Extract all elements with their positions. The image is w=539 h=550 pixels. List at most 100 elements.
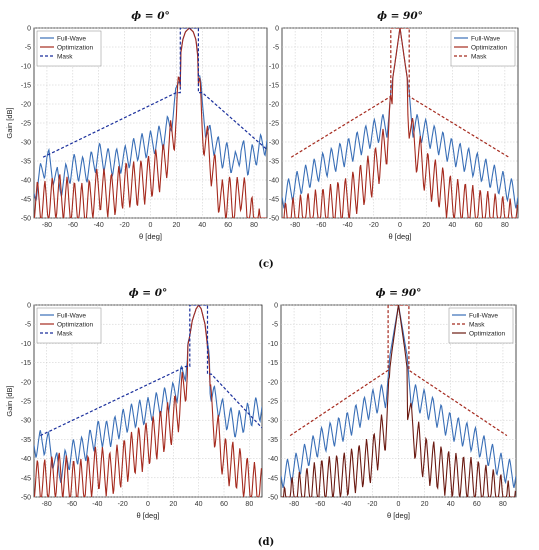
- x-tick-label: 40: [195, 501, 203, 508]
- y-tick-label: -45: [21, 197, 31, 204]
- y-tick-label: -40: [269, 178, 279, 185]
- y-tick-label: -40: [268, 456, 278, 463]
- legend-label: Mask: [469, 321, 485, 328]
- x-tick-label: -40: [342, 222, 352, 229]
- x-tick-label: -60: [67, 501, 77, 508]
- y-tick-label: 0: [27, 303, 31, 310]
- x-tick-label: 40: [447, 501, 455, 508]
- panel-label-d: (d): [258, 537, 274, 548]
- y-tick-label: -20: [268, 379, 278, 386]
- legend-box: [36, 30, 102, 67]
- series-line-mask: [290, 28, 510, 158]
- x-tick-label: -20: [120, 222, 130, 229]
- x-axis-label: θ [deg]: [137, 511, 160, 520]
- legend-label: Optimization: [469, 330, 506, 337]
- y-tick-label: -5: [25, 45, 31, 52]
- y-tick-label: -40: [21, 456, 31, 463]
- series-line-optimization: [281, 305, 516, 497]
- y-tick-label: -45: [268, 475, 278, 482]
- y-tick-label: -50: [21, 495, 31, 502]
- y-tick-label: -35: [269, 159, 279, 166]
- y-tick-label: -35: [21, 159, 31, 166]
- x-tick-label: 60: [475, 222, 483, 229]
- legend-label: Mask: [471, 53, 487, 60]
- legend-label: Optimization: [471, 44, 508, 51]
- series-line-optimization: [34, 28, 267, 218]
- x-tick-label: 40: [449, 222, 457, 229]
- panel-label-c: (c): [258, 259, 274, 270]
- legend-label: Full-Wave: [469, 312, 498, 319]
- series-line-full-wave: [34, 28, 267, 202]
- y-tick-label: -50: [21, 216, 31, 223]
- y-tick-label: 0: [275, 26, 279, 33]
- x-tick-label: 20: [422, 222, 430, 229]
- legend-label: Full-Wave: [57, 312, 86, 319]
- y-tick-label: 0: [27, 26, 31, 33]
- y-tick-label: -15: [21, 83, 31, 90]
- y-axis-label: Gain [dB]: [5, 385, 14, 416]
- y-tick-label: -10: [21, 341, 31, 348]
- y-tick-label: -5: [273, 45, 279, 52]
- legend-label: Full-Wave: [471, 35, 500, 42]
- legend-box: [36, 307, 102, 344]
- y-tick-label: -20: [21, 102, 31, 109]
- y-tick-label: -30: [21, 140, 31, 147]
- series-line-optimization: [282, 28, 518, 218]
- y-tick-label: -15: [21, 360, 31, 367]
- legend-label: Optimization: [57, 321, 94, 328]
- y-tick-label: -5: [25, 322, 31, 329]
- chart-title: ϕ = 0°: [131, 10, 170, 22]
- y-tick-label: -25: [21, 121, 31, 128]
- x-tick-label: 80: [250, 222, 258, 229]
- chart-4: -80 -60 -40 -20 0 20 40 60 80 0 -5 -10 -15 -20 -25 -30 -…: [268, 287, 517, 520]
- y-tick-label: 0: [274, 303, 278, 310]
- chart-title: ϕ = 90°: [376, 287, 422, 299]
- x-tick-label: -20: [369, 222, 379, 229]
- series-line-mask: [40, 305, 262, 437]
- chart-2: -80 -60 -40 -20 0 20 40 60 80 0 -5 -10 -15 -20 -25 -30 -…: [269, 10, 519, 241]
- x-tick-label: 80: [499, 501, 507, 508]
- x-axis-label: θ [deg]: [139, 232, 162, 241]
- x-tick-label: -40: [341, 501, 351, 508]
- chart-3: -80 -60 -40 -20 0 20 40 60 80 0 -5 -10 -15 -20 -25 -30 -…: [5, 287, 263, 520]
- y-tick-label: -40: [21, 178, 31, 185]
- y-tick-label: -20: [21, 379, 31, 386]
- legend-label: Full-Wave: [57, 35, 86, 42]
- x-tick-label: -40: [92, 501, 102, 508]
- y-tick-label: -10: [269, 64, 279, 71]
- y-tick-label: -45: [21, 475, 31, 482]
- y-tick-label: -35: [268, 437, 278, 444]
- y-tick-label: -15: [269, 83, 279, 90]
- y-tick-label: -10: [268, 341, 278, 348]
- x-tick-label: -80: [289, 501, 299, 508]
- x-tick-label: 80: [501, 222, 509, 229]
- y-tick-label: -25: [21, 399, 31, 406]
- y-tick-label: -20: [269, 102, 279, 109]
- x-tick-label: 60: [473, 501, 481, 508]
- y-tick-label: -30: [269, 140, 279, 147]
- series-line-mask: [42, 28, 267, 158]
- x-tick-label: -60: [68, 222, 78, 229]
- x-tick-label: -80: [290, 222, 300, 229]
- y-tick-label: -50: [268, 495, 278, 502]
- series-line-full-wave: [281, 305, 516, 488]
- y-tick-label: -25: [268, 399, 278, 406]
- x-tick-label: 0: [146, 501, 150, 508]
- chart-title: ϕ = 0°: [129, 287, 168, 299]
- legend-label: Optimization: [57, 44, 94, 51]
- y-tick-label: -25: [269, 121, 279, 128]
- x-tick-label: 20: [169, 501, 177, 508]
- y-tick-label: -10: [21, 64, 31, 71]
- series-line-full-wave: [282, 28, 518, 209]
- x-tick-label: 80: [245, 501, 253, 508]
- y-axis-label: Gain [dB]: [5, 107, 14, 138]
- x-tick-label: -80: [42, 222, 52, 229]
- legend-label: Mask: [57, 330, 73, 337]
- y-tick-label: -30: [21, 418, 31, 425]
- series-line-full-wave: [34, 305, 262, 484]
- x-axis-label: θ [deg]: [387, 511, 410, 520]
- y-tick-label: -5: [272, 322, 278, 329]
- legend-label: Mask: [57, 53, 73, 60]
- x-tick-label: 20: [421, 501, 429, 508]
- series-line-optimization: [34, 305, 262, 497]
